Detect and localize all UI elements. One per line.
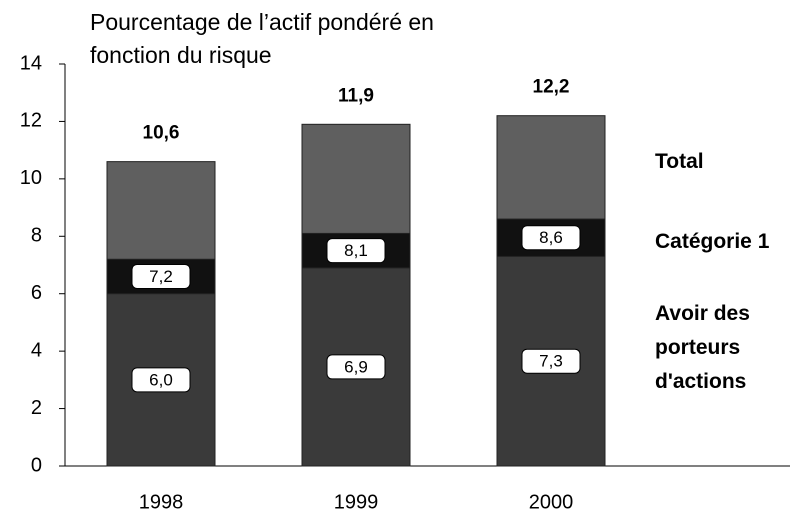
y-tick-label: 14 (20, 52, 42, 74)
y-tick-label: 4 (31, 339, 42, 361)
x-tick-label: 1998 (139, 491, 184, 513)
value-label-box (521, 348, 581, 374)
x-tick-label: 1999 (334, 491, 379, 513)
value-label: 8,6 (539, 228, 563, 247)
y-tick-label: 8 (31, 225, 42, 247)
legend-label: Catégorie 1 (655, 230, 770, 253)
value-label: 6,9 (344, 357, 368, 376)
value-label-box (131, 367, 191, 393)
value-label: 11,9 (338, 85, 374, 106)
y-tick-label: 12 (20, 110, 42, 132)
value-label: 6,0 (149, 370, 173, 389)
value-label: 7,2 (149, 267, 173, 286)
y-tick-label: 0 (31, 454, 42, 476)
value-label-box (326, 354, 386, 380)
value-label-box (326, 238, 386, 264)
value-label-box (521, 225, 581, 251)
value-label-box (131, 263, 191, 289)
x-tick-label: 2000 (529, 491, 574, 513)
legend-label: Avoir des porteurs d'actions (655, 302, 750, 393)
y-tick-label: 10 (20, 167, 42, 189)
legend-label: Total (655, 150, 704, 173)
value-label: 7,3 (539, 352, 563, 371)
value-label: 8,1 (344, 241, 368, 260)
value-label: 12,2 (533, 77, 570, 98)
value-label: 10,6 (143, 123, 180, 144)
chart-title: Pourcentage de l’actif pondéré en foncti… (90, 9, 434, 68)
y-tick-label: 2 (31, 397, 42, 419)
y-tick-label: 6 (31, 282, 42, 304)
